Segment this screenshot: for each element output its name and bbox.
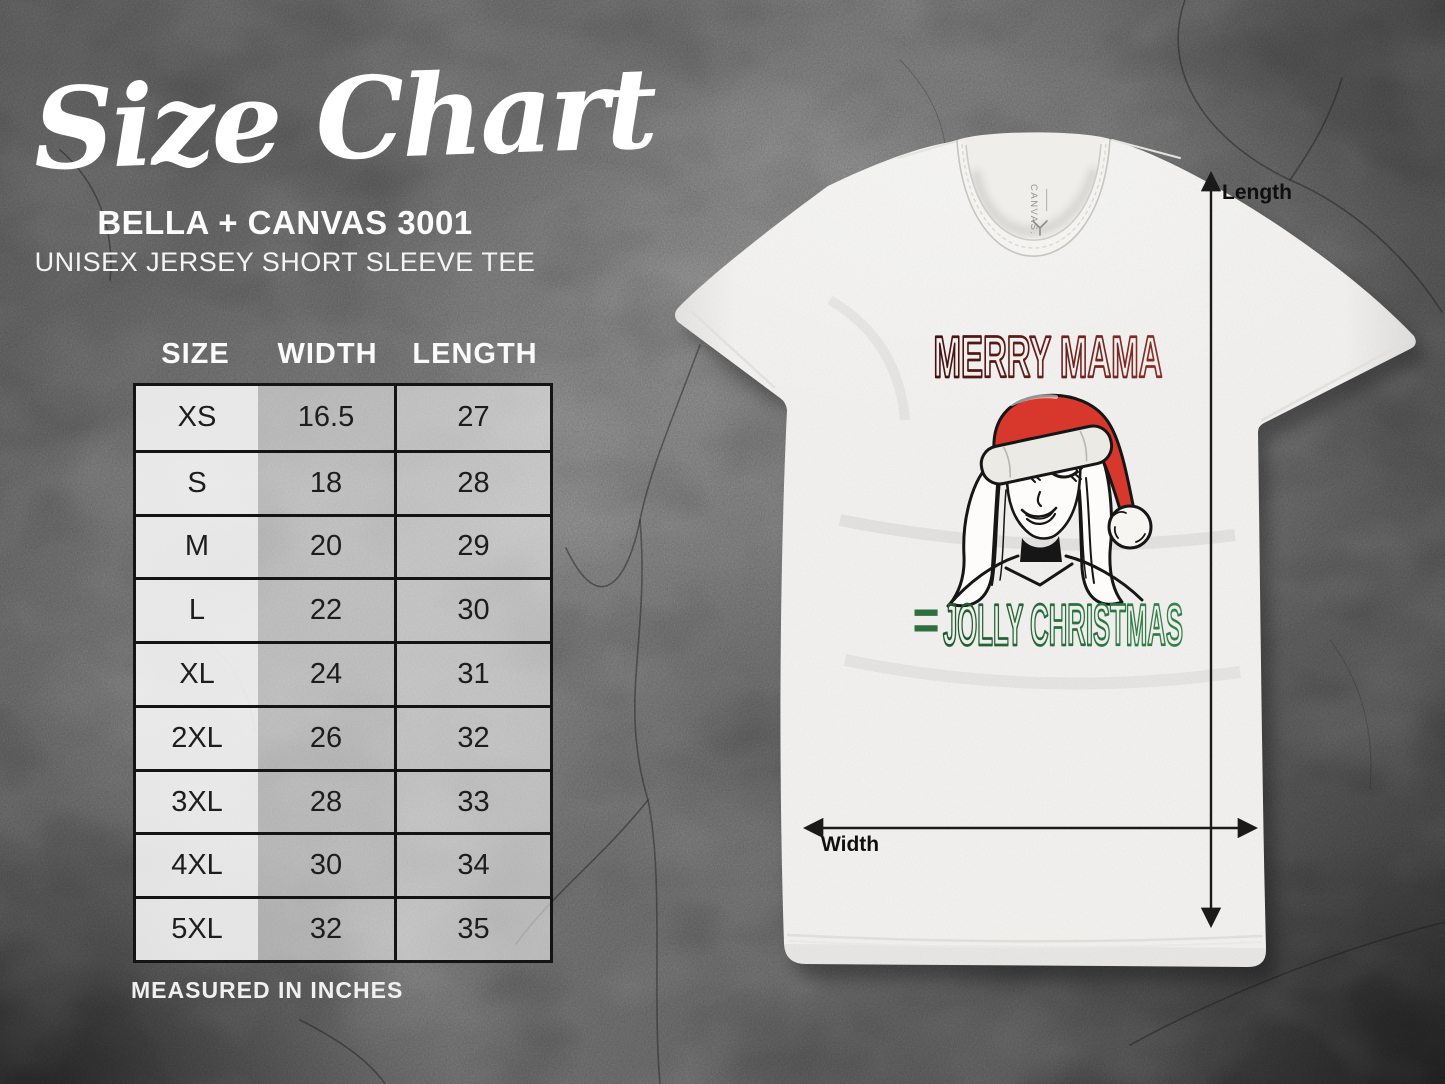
cell-length: 34	[394, 835, 550, 897]
cell-width: 20	[258, 516, 394, 578]
brand-mark-icon	[1032, 220, 1048, 236]
jolly-christmas-text: JOLLY CHRISTMAS	[943, 594, 1183, 658]
cell-length: 30	[394, 580, 550, 642]
cell-width: 26	[258, 707, 394, 769]
cell-length: 27	[394, 386, 550, 450]
santa-woman-illustration	[946, 393, 1153, 608]
size-table: XS 16.5 27 S 18 28 M 20 29 L 22 30 XL 24…	[133, 383, 553, 963]
equals-sign: =	[913, 589, 940, 653]
neck-tag-text: CANVAS.	[1028, 184, 1039, 236]
collar: CANVAS.	[956, 132, 1111, 257]
cell-width: 32	[258, 899, 394, 960]
cell-length: 35	[394, 899, 550, 960]
table-row: 3XL 28 33	[136, 768, 550, 833]
table-row: M 20 29	[136, 513, 550, 578]
table-row: S 18 28	[136, 449, 550, 514]
merry-mama-text: MERRY MAMA	[934, 326, 1163, 390]
column-header-width: WIDTH	[277, 337, 378, 370]
cell-size: XS	[136, 386, 258, 450]
table-row: XS 16.5 27	[136, 386, 550, 450]
cell-width: 16.5	[258, 386, 394, 450]
cell-size: 2XL	[136, 707, 258, 769]
size-table-header-row: SIZE WIDTH LENGTH	[133, 331, 553, 377]
cell-size: 3XL	[136, 771, 258, 833]
cell-length: 29	[394, 516, 550, 578]
cell-size: L	[136, 580, 258, 642]
length-label: Length	[1222, 181, 1292, 204]
cell-width: 22	[258, 580, 394, 642]
cell-width: 30	[258, 835, 394, 897]
table-row: 2XL 26 32	[136, 704, 550, 769]
cell-width: 28	[258, 771, 394, 833]
cell-width: 18	[258, 452, 394, 514]
column-header-size: SIZE	[161, 337, 230, 370]
product-name: BELLA + CANVAS 3001	[97, 204, 473, 241]
cell-size: 5XL	[136, 899, 258, 960]
cell-width: 24	[258, 644, 394, 705]
cell-length: 33	[394, 771, 550, 833]
cell-length: 32	[394, 707, 550, 769]
cell-length: 28	[394, 452, 550, 514]
shirt-design: MERRY MAMA	[913, 325, 1185, 660]
shirt-seams	[690, 139, 1406, 949]
table-row: XL 24 31	[136, 641, 550, 705]
cell-size: S	[136, 452, 258, 514]
product-subtitle: UNISEX JERSEY SHORT SLEEVE TEE	[34, 247, 536, 277]
table-row: L 22 30	[136, 577, 550, 642]
table-row: 4XL 30 34	[136, 832, 550, 897]
table-row: 5XL 32 35	[136, 896, 550, 960]
page-title: Size Chart	[31, 43, 657, 196]
cell-size: M	[136, 516, 258, 578]
cell-size: 4XL	[136, 835, 258, 897]
width-label: Width	[821, 833, 880, 856]
cell-length: 31	[394, 644, 550, 705]
column-header-length: LENGTH	[412, 337, 538, 370]
table-footnote: MEASURED IN INCHES	[131, 977, 404, 1003]
concrete-cracks	[59, 0, 1445, 1084]
cell-size: XL	[136, 644, 258, 705]
